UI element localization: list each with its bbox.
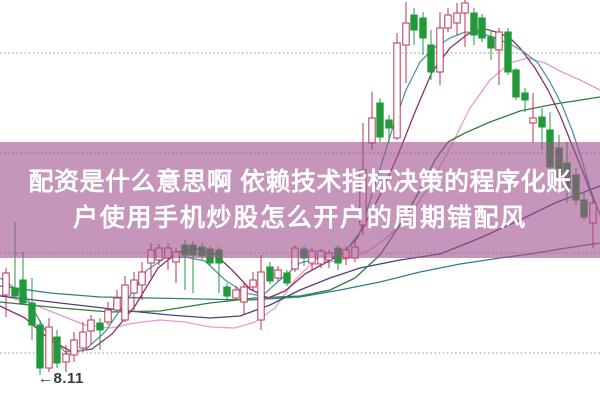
low-price-annotation: ←8.11 — [38, 370, 84, 387]
headline-line-1: 配资是什么意思啊 依赖技术指标决策的程序化账 — [28, 167, 572, 196]
headline-line-2: 户使用手机炒股怎么开户的周期错配风 — [73, 203, 527, 232]
headline-banner: 配资是什么意思啊 依赖技术指标决策的程序化账 户使用手机炒股怎么开户的周期错配风 — [0, 142, 600, 258]
